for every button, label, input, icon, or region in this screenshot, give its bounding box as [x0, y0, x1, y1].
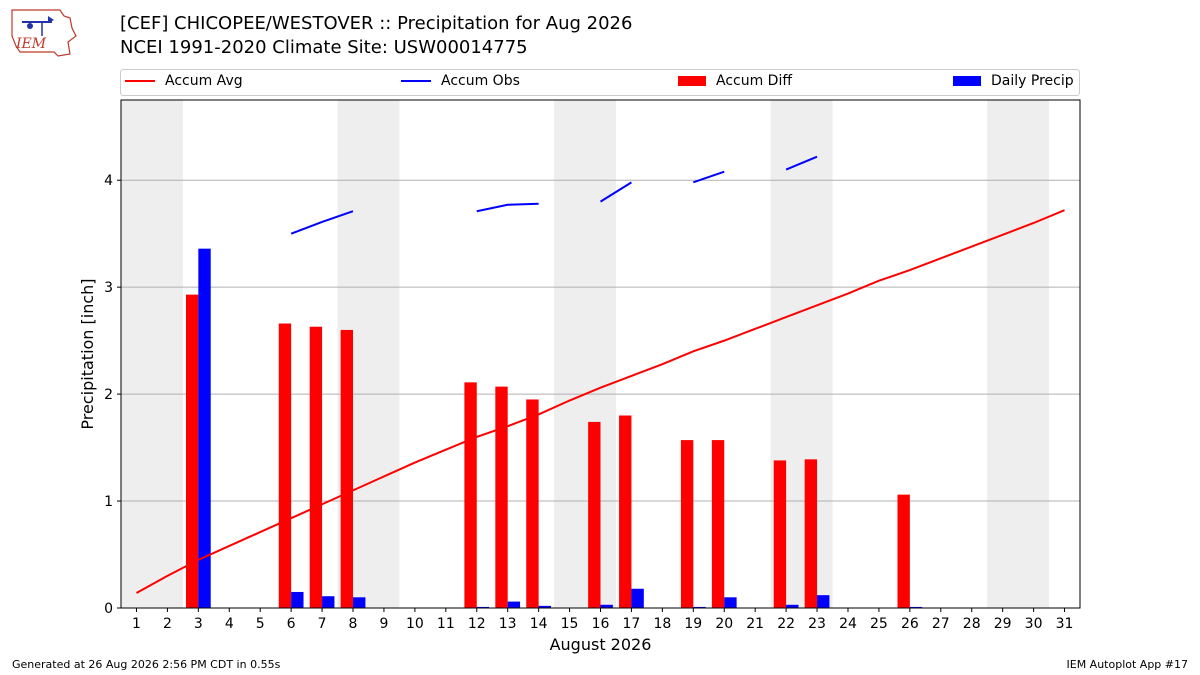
- x-tick-label: 23: [808, 616, 826, 632]
- x-axis-label: August 2026: [550, 635, 652, 654]
- precip-bar: [631, 588, 644, 608]
- precip-bar: [693, 606, 706, 608]
- x-tick-label: 12: [468, 616, 486, 632]
- diff-bar: [495, 386, 508, 608]
- diff-bar: [711, 440, 725, 608]
- iem-logo-icon: IEM: [11, 9, 77, 57]
- x-tick-label: 22: [777, 616, 795, 632]
- legend-box-red: [678, 76, 706, 86]
- legend-accum-avg: Accum Avg: [125, 73, 243, 89]
- x-tick-label: 15: [561, 616, 579, 632]
- accum-obs-segment: [692, 170, 725, 184]
- diff-bar: [464, 382, 477, 608]
- diff-bar: [897, 494, 910, 608]
- precip-bar: [291, 591, 304, 608]
- x-tick-label: 14: [530, 616, 548, 632]
- x-tick-label: 18: [653, 616, 671, 632]
- precip-bar: [817, 595, 830, 608]
- y-axis-label: Precipitation [inch]: [78, 278, 97, 429]
- x-tick-label: 29: [994, 616, 1012, 632]
- x-tick-label: 24: [839, 616, 857, 632]
- legend-accum-obs: Accum Obs: [401, 73, 520, 89]
- x-tick-label: 11: [437, 616, 455, 632]
- chart-subtitle: NCEI 1991-2020 Climate Site: USW00014775: [120, 37, 528, 58]
- x-tick-label: 28: [963, 616, 981, 632]
- x-tick-label: 16: [592, 616, 610, 632]
- y-tick-label: 0: [104, 601, 113, 617]
- logo-text: IEM: [15, 36, 47, 52]
- x-tick-label: 30: [1025, 616, 1043, 632]
- x-tick-label: 26: [901, 616, 919, 632]
- x-tick-label: 3: [194, 616, 203, 632]
- weekend-band: [121, 100, 183, 608]
- diff-bar: [340, 329, 354, 608]
- diff-bar: [278, 323, 292, 608]
- x-tick-label: 1: [132, 616, 141, 632]
- x-tick-label: 19: [684, 616, 702, 632]
- legend-label: Accum Avg: [165, 73, 243, 89]
- legend-label: Daily Precip: [991, 73, 1074, 89]
- generated-note: Generated at 26 Aug 2026 2:56 PM CDT in …: [12, 658, 281, 671]
- precip-bar: [353, 597, 366, 608]
- legend-daily-precip: Daily Precip: [953, 73, 1074, 89]
- accum-obs-segment: [785, 155, 818, 171]
- precip-bar: [909, 606, 923, 608]
- precip-bar: [786, 604, 799, 608]
- diff-bar: [619, 415, 632, 608]
- chart-legend: Accum Avg Accum Obs Accum Diff Daily Pre…: [120, 69, 1080, 96]
- app-note: IEM Autoplot App #17: [1066, 658, 1189, 671]
- precip-bar: [507, 601, 521, 608]
- x-tick-label: 25: [870, 616, 888, 632]
- legend-accum-diff: Accum Diff: [678, 73, 792, 89]
- accum-obs-segment: [599, 181, 632, 203]
- x-tick-label: 9: [379, 616, 388, 632]
- x-tick-label: 17: [623, 616, 641, 632]
- precip-bar: [538, 605, 552, 608]
- x-tick-label: 2: [163, 616, 172, 632]
- legend-box-blue: [953, 76, 981, 86]
- legend-label: Accum Diff: [716, 73, 793, 89]
- diff-bar: [680, 440, 694, 608]
- y-tick-label: 2: [104, 387, 113, 403]
- precip-bar: [600, 604, 613, 608]
- x-tick-label: 31: [1056, 616, 1074, 632]
- y-tick-label: 3: [104, 280, 113, 296]
- precip-bar: [322, 596, 335, 608]
- diff-bar: [773, 460, 787, 608]
- x-tick-label: 5: [256, 616, 265, 632]
- accum-avg-line: [135, 209, 1065, 594]
- weekend-band: [554, 100, 616, 608]
- x-tick-label: 10: [406, 616, 424, 632]
- x-tick-label: 6: [287, 616, 296, 632]
- x-tick-label: 8: [349, 616, 358, 632]
- precip-bar: [724, 597, 737, 608]
- legend-line-red: [125, 80, 155, 82]
- legend-line-blue: [401, 80, 431, 82]
- chart-title: [CEF] CHICOPEE/WESTOVER :: Precipitation…: [120, 13, 633, 34]
- y-tick-label: 4: [104, 173, 113, 189]
- x-tick-label: 21: [746, 616, 764, 632]
- x-tick-label: 7: [318, 616, 327, 632]
- diff-bar: [588, 421, 601, 608]
- diff-bar: [804, 459, 818, 608]
- y-tick-label: 1: [104, 494, 113, 510]
- x-tick-label: 13: [499, 616, 517, 632]
- x-tick-label: 4: [225, 616, 234, 632]
- weekend-band: [987, 100, 1050, 608]
- precip-bar: [476, 606, 490, 608]
- precip-bar: [198, 248, 211, 608]
- x-tick-label: 27: [932, 616, 950, 632]
- plot-frame: [120, 99, 1081, 609]
- accum-obs-segment: [290, 210, 354, 235]
- diff-bar: [526, 399, 539, 608]
- legend-label: Accum Obs: [441, 73, 520, 89]
- x-tick-label: 20: [715, 616, 733, 632]
- diff-bar: [309, 326, 323, 608]
- diff-bar: [185, 294, 199, 608]
- accum-obs-segment: [476, 202, 539, 213]
